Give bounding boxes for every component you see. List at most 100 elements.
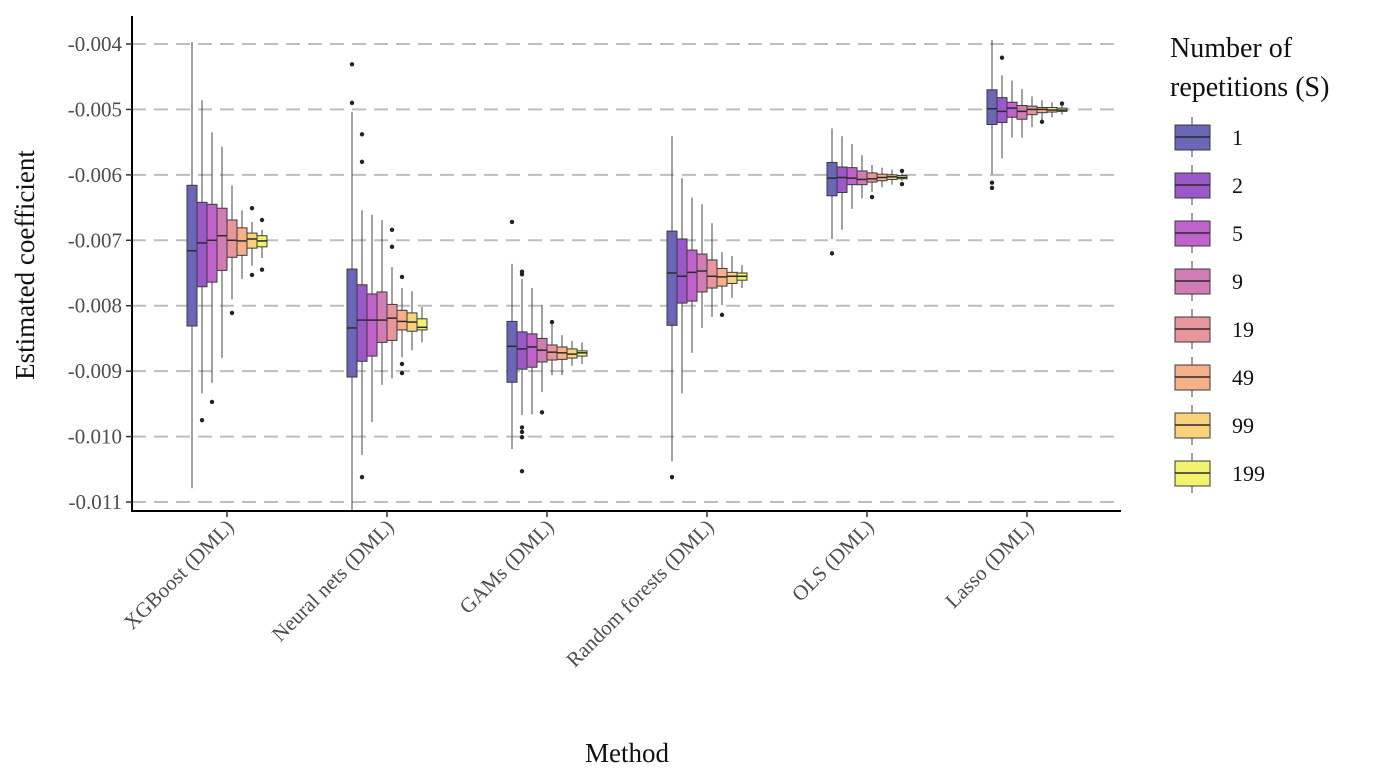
outlier-point (899, 168, 905, 174)
x-ticks: XGBoost (DML) Neural nets (DML) GAMs (DML)… (119, 511, 1039, 672)
legend-item: 1 (1174, 117, 1243, 157)
legend-title-line2: repetitions (S) (1170, 72, 1329, 103)
box (826, 161, 838, 197)
outlier-point (999, 55, 1005, 60)
box-groups (186, 40, 1068, 511)
outlier-point (259, 267, 265, 272)
legend-label: 199 (1232, 461, 1265, 486)
outlier-point (259, 217, 265, 223)
x-tick-label: Lasso (DML) (940, 515, 1038, 613)
legend-item: 19 (1174, 309, 1254, 349)
legend-item: 2 (1174, 165, 1243, 205)
outlier-point (359, 132, 365, 137)
y-tick-label: -0.004 (68, 32, 123, 56)
box (366, 293, 378, 357)
outlier-point (869, 194, 875, 200)
box-group (826, 128, 908, 256)
box (206, 203, 218, 283)
box (846, 167, 858, 186)
y-ticks: -0.004 -0.005 -0.006 -0.007 -0.008 -0.009 -0.0… (68, 32, 132, 514)
legend-label: 2 (1232, 173, 1243, 198)
box (1006, 101, 1018, 118)
box (186, 184, 198, 327)
legend-label: 9 (1232, 269, 1243, 294)
box (836, 166, 848, 194)
legend-item: 9 (1174, 261, 1243, 301)
box (1016, 105, 1028, 120)
box (356, 284, 368, 362)
outlier-point (349, 100, 355, 106)
legend-label: 49 (1232, 365, 1254, 390)
outlier-point (399, 274, 405, 280)
box-group (506, 219, 588, 474)
box (706, 259, 718, 289)
outlier-point (389, 227, 395, 233)
box (996, 97, 1008, 124)
outlier-point (359, 159, 365, 164)
outlier-point (539, 410, 545, 415)
box (676, 238, 688, 304)
box (196, 201, 208, 288)
x-tick-label: XGBoost (DML) (119, 515, 239, 635)
legend-item: 99 (1174, 405, 1254, 445)
y-tick-label: -0.008 (68, 294, 122, 318)
gridlines (132, 43, 1121, 503)
box (526, 333, 538, 368)
outlier-point (519, 435, 525, 440)
box-group (986, 40, 1068, 191)
legend-label: 19 (1232, 317, 1254, 342)
y-tick-label: -0.011 (69, 490, 122, 514)
box (376, 291, 388, 343)
outlier-point (669, 474, 675, 480)
outlier-point (519, 469, 525, 474)
legend-label: 5 (1232, 221, 1243, 246)
box (686, 249, 698, 302)
box (726, 271, 738, 284)
box (866, 172, 878, 183)
outlier-point (359, 474, 365, 480)
legend-label: 1 (1232, 125, 1243, 150)
x-tick-label: GAMs (DML) (455, 515, 559, 619)
outlier-point (549, 319, 555, 325)
outlier-point (1039, 119, 1045, 125)
legend-label: 99 (1232, 413, 1254, 438)
outlier-point (899, 181, 905, 187)
outlier-point (389, 244, 395, 250)
outlier-point (989, 180, 995, 185)
outlier-point (1059, 101, 1065, 106)
outlier-point (509, 219, 515, 225)
legend-title-line1: Number of (1170, 33, 1293, 64)
legend-item: 5 (1174, 213, 1243, 253)
outlier-point (199, 418, 205, 423)
box (386, 303, 398, 341)
box (216, 207, 228, 271)
outlier-point (519, 272, 525, 277)
axes (131, 16, 1121, 512)
legend-item: 49 (1174, 357, 1254, 397)
x-tick-label: Neural nets (DML) (267, 515, 399, 647)
outlier-point (349, 62, 355, 67)
box (396, 309, 408, 331)
box-group (186, 42, 268, 489)
outlier-point (399, 361, 405, 367)
y-axis-title: Estimated coefficient (10, 150, 40, 380)
outlier-point (399, 370, 405, 376)
box (246, 232, 258, 249)
y-tick-label: -0.005 (68, 97, 122, 121)
x-tick-label: Random forests (DML) (561, 515, 718, 672)
y-tick-label: -0.009 (68, 359, 122, 383)
y-tick-label: -0.010 (68, 425, 122, 449)
box (856, 170, 868, 186)
box (666, 230, 678, 326)
box-group (346, 62, 428, 511)
box (416, 318, 428, 331)
outlier-point (229, 310, 235, 316)
box (986, 89, 998, 125)
outlier-point (519, 425, 525, 430)
box-group (666, 136, 748, 480)
outlier-point (209, 399, 215, 405)
outlier-point (519, 429, 525, 435)
box (516, 331, 528, 370)
outlier-point (719, 312, 725, 318)
